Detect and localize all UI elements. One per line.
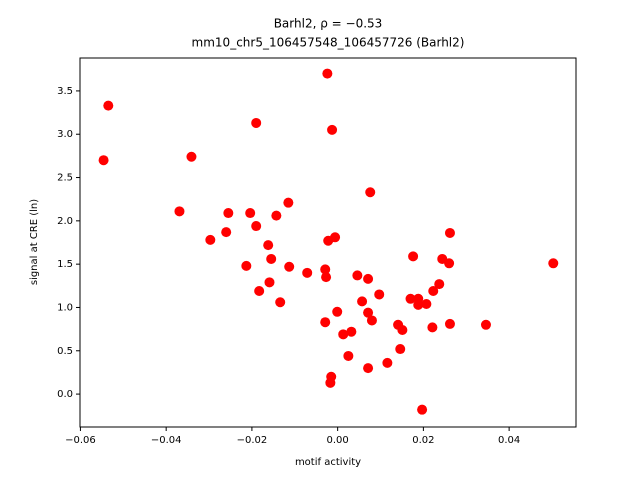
point [320,264,331,275]
chart-subtitle: mm10_chr5_106457548_106457726 (Barhl2) [192,36,465,50]
point [321,272,332,283]
point [264,277,275,288]
point [352,270,363,281]
y-tick-label: 0.5 [57,346,73,357]
point [428,286,439,297]
x-axis-label: motif activity [295,457,361,468]
y-tick-label: 2.0 [57,216,73,227]
point [98,155,109,166]
point [254,286,265,297]
plot-frame [79,57,577,428]
x-tick-label: −0.02 [237,435,268,446]
point [174,206,185,217]
point [397,324,408,335]
point [263,240,274,251]
point [427,322,438,333]
y-tick-label: 3.5 [57,86,73,97]
point [417,404,428,415]
x-tick-label: 0.04 [498,435,520,446]
point [103,100,114,111]
point [444,258,455,269]
point [366,315,377,326]
point [408,251,419,262]
point [223,208,234,219]
point [365,187,376,198]
y-tick-label: 1.0 [57,302,73,313]
point [444,318,455,329]
point [327,124,338,135]
point [266,253,277,264]
x-tick-label: −0.06 [65,435,96,446]
point [241,260,252,271]
point [302,267,313,278]
x-tick-label: −0.04 [151,435,182,446]
chart-title: Barhl2, ρ = −0.53 [274,17,383,31]
point [382,357,393,368]
point [322,68,333,79]
point [374,289,385,300]
point [357,296,368,307]
point [480,319,491,330]
point [320,317,331,328]
point [434,279,445,290]
point [413,299,424,310]
y-tick-label: 3.0 [57,129,73,140]
point [405,293,416,304]
y-tick-label: 0.0 [57,389,73,400]
point [283,197,294,208]
point [338,329,349,340]
point [186,151,197,162]
y-tick-label: 1.5 [57,259,73,270]
point [421,299,432,309]
point [332,306,343,317]
point [221,227,232,238]
point [548,258,559,269]
y-tick-label: 2.5 [57,173,73,184]
point [205,234,216,245]
point [363,307,374,318]
point [363,363,374,374]
point [363,273,374,284]
point [346,326,357,337]
x-tick-label: 0.00 [327,435,349,446]
point [245,208,256,219]
point [284,261,295,272]
point [251,117,262,128]
point [395,344,406,355]
point [444,227,455,238]
point [323,235,334,246]
point [271,210,282,221]
point [275,297,286,308]
y-axis-label: signal at CRE (ln) [29,199,40,285]
x-tick-label: 0.02 [412,435,434,446]
point [251,221,262,232]
point [325,377,336,388]
point [343,350,354,361]
